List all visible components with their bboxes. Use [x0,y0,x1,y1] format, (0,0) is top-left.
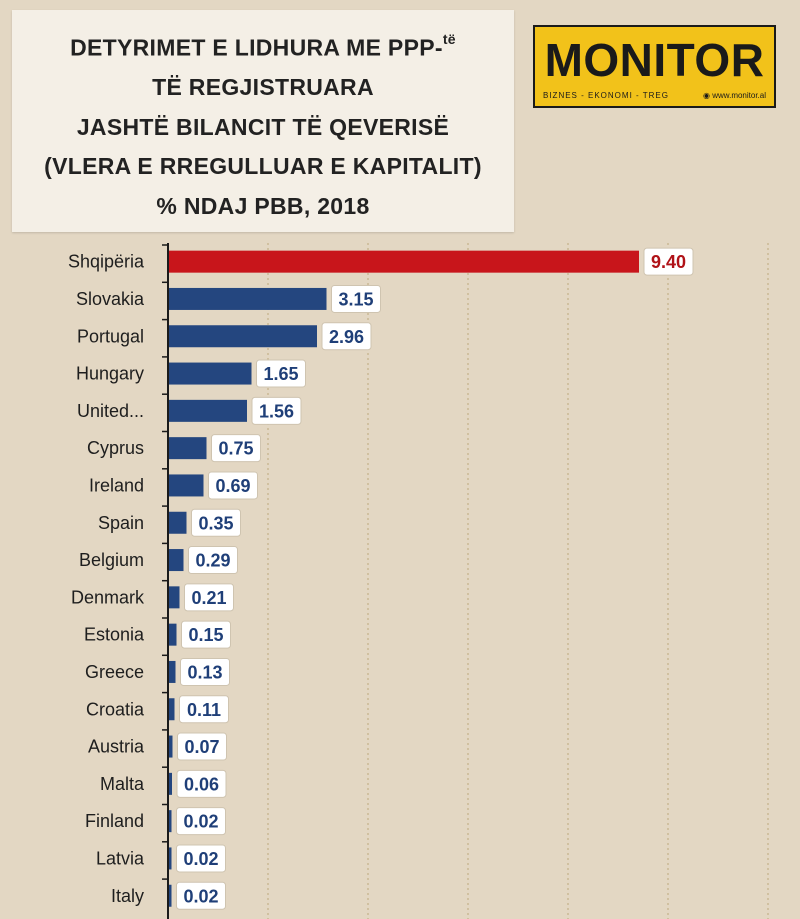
value-label-box [256,359,306,388]
bar-6 [169,474,204,497]
bar-3 [169,362,252,385]
value-label: 0.69 [215,476,250,496]
value-label: 0.13 [187,662,222,682]
value-label: 1.65 [263,364,298,384]
title-line-4: (VLERA E RREGULLUAR E KAPITALIT) [44,153,482,179]
value-label: 0.02 [183,812,218,832]
value-label: 0.02 [183,886,218,906]
bar-13 [169,735,173,758]
category-label: Latvia [96,848,145,868]
chart-bars [169,250,639,907]
value-label-box [188,546,238,575]
category-label: Denmark [71,587,145,607]
bar-9 [169,586,180,609]
value-label: 0.21 [191,588,226,608]
value-labels: 9.40 3.15 2.96 1.65 1.56 0.75 0.69 0.35 0.29 0.21… [176,247,694,910]
category-label: Finland [85,811,144,831]
value-label-box [179,695,229,724]
logo-tagline: BIZNES - EKONOMI - TREG [543,91,669,100]
value-label: 0.35 [198,513,233,533]
title-line-5: % NDAJ PBB, 2018 [156,193,370,219]
value-label: 0.06 [184,774,219,794]
value-label: 3.15 [338,289,373,309]
category-label: Estonia [84,625,145,645]
value-label-box [251,396,302,425]
value-label-box [176,881,226,910]
value-label-box [184,583,234,612]
title-superscript: të [442,31,456,47]
value-label-box [176,807,226,836]
value-label-box [208,471,258,500]
value-label-box [191,508,241,537]
bar-2 [169,325,317,348]
title-line-2: TË REGJISTRUARA [152,74,374,100]
value-label: 0.75 [218,439,253,459]
value-label-box [643,247,694,276]
title-line-1-text: DETYRIMET E LIDHURA ME PPP- [70,34,443,61]
value-label: 0.02 [183,849,218,869]
logo-wordmark: MONITOR [544,34,765,86]
bar-12 [169,698,175,721]
bar-17 [169,884,172,907]
value-label-box [181,620,231,649]
category-label: Ireland [89,475,144,495]
bar-0 [169,250,639,273]
category-label: Malta [100,774,145,794]
category-labels: Shqipëria Slovakia Portugal Hungary United..… [68,252,145,906]
bar-7 [169,511,187,534]
value-label-box [176,844,226,873]
value-label-box [211,434,261,463]
monitor-logo: MONITOR BIZNES - EKONOMI - TREG ◉ www.mo… [533,25,776,108]
category-label: Belgium [79,550,144,570]
value-label: 2.96 [329,327,364,347]
value-label-box [176,769,227,798]
value-label: 1.56 [259,401,294,421]
bar-14 [169,772,172,795]
bar-15 [169,810,172,833]
category-label: Cyprus [87,438,144,458]
bar-5 [169,437,207,460]
category-label: United... [77,401,144,421]
value-label-box [180,657,230,686]
value-label-box [321,322,372,351]
category-label: Italy [111,886,144,906]
value-label-box [331,284,381,313]
category-label: Greece [85,662,144,682]
category-label: Hungary [76,364,144,384]
category-label: Slovakia [76,289,145,309]
title-line-1: DETYRIMET E LIDHURA ME PPP-të [12,31,514,62]
bar-10 [169,623,177,646]
value-label: 9.40 [651,252,686,272]
value-label: 0.15 [188,625,223,645]
value-label-box [177,732,227,761]
value-label: 0.11 [187,700,221,720]
bar-4 [169,399,247,422]
category-label: Croatia [86,699,145,719]
category-label: Austria [88,737,145,757]
value-label: 0.29 [195,551,230,571]
category-label: Portugal [77,326,144,346]
bar-8 [169,549,184,572]
title-box: DETYRIMET E LIDHURA ME PPP-të TË REGJIST… [12,10,514,232]
bar-11 [169,660,176,683]
bar-16 [169,847,172,870]
bar-1 [169,287,327,310]
chart-axis [162,243,169,919]
logo-website: ◉ www.monitor.al [703,91,766,100]
category-label: Spain [98,513,144,533]
title-line-3: JASHTË BILANCIT TË QEVERISË [76,114,450,140]
category-label: Shqipëria [68,252,145,272]
value-label: 0.07 [184,737,219,757]
